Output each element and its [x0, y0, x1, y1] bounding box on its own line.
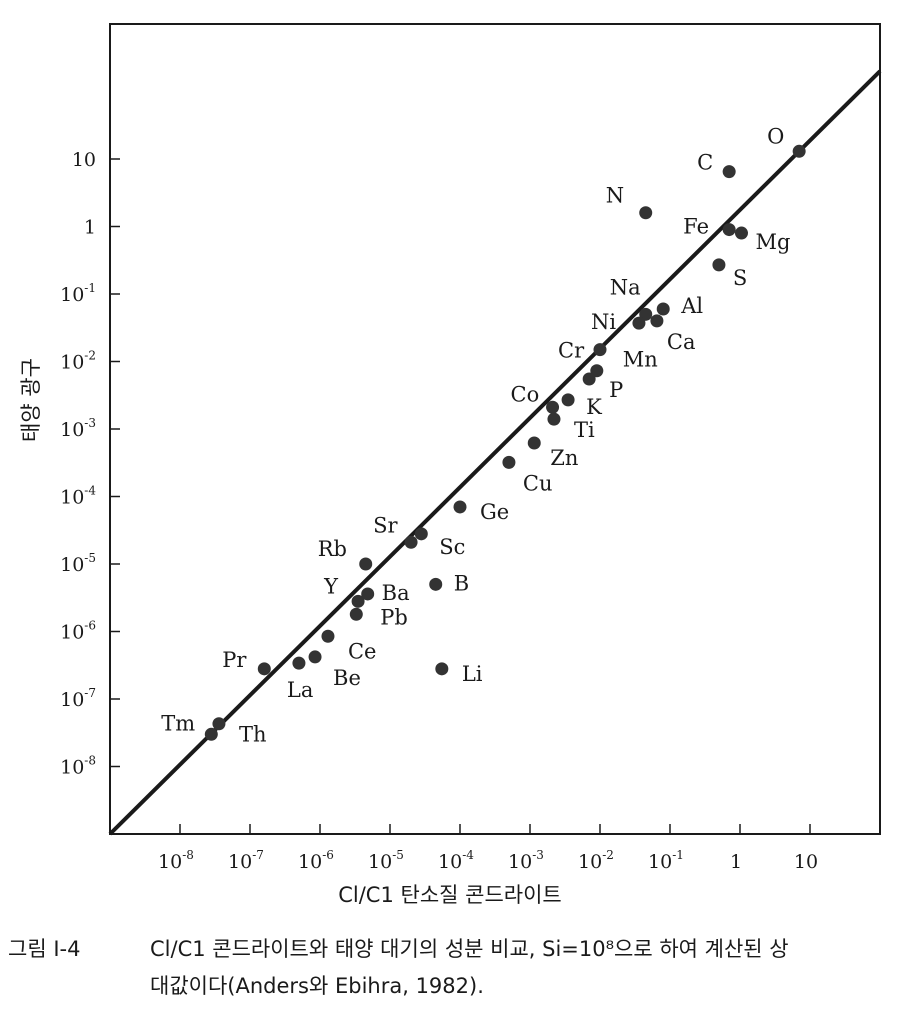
- point-pr: [257, 662, 271, 676]
- x-tick-label: 10-8: [158, 848, 194, 873]
- point-c: [722, 165, 736, 179]
- y-tick-label: 10-2: [60, 349, 96, 374]
- point-tm: [204, 727, 218, 741]
- point-label-al: Al: [680, 294, 703, 318]
- caption-text-line-2: 대값이다(Anders와 Ebihra, 1982).: [150, 974, 484, 998]
- point-fe: [722, 223, 736, 237]
- point-label-pb: Pb: [380, 605, 408, 629]
- point-p: [582, 372, 596, 386]
- point-label-mn: Mn: [623, 348, 658, 372]
- point-sr: [404, 535, 418, 549]
- point-label-ge: Ge: [480, 500, 509, 524]
- point-label-sc: Sc: [439, 535, 465, 559]
- point-label-o: O: [767, 124, 784, 148]
- point-ca: [650, 314, 664, 328]
- point-label-cr: Cr: [558, 339, 585, 363]
- point-label-li: Li: [462, 662, 483, 686]
- y-tick-label: 10-5: [60, 551, 96, 576]
- x-tick-label: 10-6: [298, 848, 334, 873]
- point-label-ce: Ce: [348, 639, 377, 663]
- x-tick-label: 1: [730, 851, 742, 873]
- y-tick-label: 10: [72, 149, 96, 171]
- point-label-be: Be: [333, 666, 361, 690]
- y-tick-label: 10-7: [60, 686, 96, 711]
- x-tick-label: 10-5: [368, 848, 404, 873]
- reference-line-group: [108, 69, 882, 836]
- point-label-pr: Pr: [222, 648, 247, 672]
- point-al: [656, 302, 670, 316]
- x-tick-label: 10: [794, 851, 818, 873]
- x-axis-label: Cl/C1 탄소질 콘드라이트: [338, 883, 562, 907]
- point-y: [351, 594, 365, 608]
- point-ce: [321, 629, 335, 643]
- point-label-b: B: [454, 571, 469, 595]
- point-be: [308, 650, 322, 664]
- y-tick-label: 1: [84, 217, 96, 239]
- x-tick-label: 10-2: [578, 848, 614, 873]
- x-tick-label: 10-3: [508, 848, 544, 873]
- caption-text-line-1: Cl/C1 콘드라이트와 태양 대기의 성분 비교, Si=10⁸으로 하여 계…: [150, 937, 789, 961]
- point-cr: [593, 343, 607, 357]
- point-label-p: P: [609, 378, 623, 402]
- y-tick-label: 10-8: [60, 754, 96, 779]
- x-tick-label: 10-7: [228, 848, 264, 873]
- point-label-s: S: [733, 266, 747, 290]
- point-co: [546, 400, 560, 414]
- point-label-ca: Ca: [667, 330, 696, 354]
- point-label-c: C: [697, 151, 713, 175]
- point-label-rb: Rb: [318, 537, 347, 561]
- point-label-sr: Sr: [373, 513, 398, 537]
- y-tick-label: 10-4: [60, 484, 96, 509]
- point-label-y: Y: [323, 574, 339, 598]
- x-axis-ticks: 10-8 10-7 10-6 10-5 10-4 10-3 10-2 10-1 1 10: [158, 824, 818, 873]
- point-k: [561, 393, 575, 407]
- point-label-la: La: [287, 678, 313, 702]
- point-pb: [349, 607, 363, 621]
- y-axis-label: 태양 광구: [19, 358, 43, 442]
- point-label-ba: Ba: [382, 581, 410, 605]
- y-axis-ticks: 10 1 10-1 10-2 10-3 10-4 10-5 10-6 10-7 10-8: [60, 149, 120, 779]
- y-tick-label: 10-3: [60, 416, 96, 441]
- point-sc: [414, 527, 428, 541]
- point-ti: [547, 412, 561, 426]
- x-tick-label: 10-4: [438, 848, 474, 873]
- point-na: [639, 307, 653, 321]
- point-label-co: Co: [511, 382, 540, 406]
- point-label-n: N: [606, 184, 624, 208]
- point-cu: [502, 455, 516, 469]
- point-label-ni: Ni: [591, 310, 616, 334]
- point-zn: [527, 436, 541, 450]
- point-label-na: Na: [610, 275, 641, 299]
- point-ni: [632, 316, 646, 330]
- point-label-tm: Tm: [161, 711, 195, 735]
- point-mn: [590, 364, 604, 378]
- y-tick-label: 10-1: [60, 281, 96, 306]
- point-mg: [734, 226, 748, 240]
- point-label-cu: Cu: [523, 471, 553, 495]
- point-ge: [453, 500, 467, 514]
- point-label-zn: Zn: [550, 446, 578, 470]
- point-ba: [361, 587, 375, 601]
- y-tick-label: 10-6: [60, 619, 96, 644]
- point-label-k: K: [586, 395, 602, 419]
- abundance-scatter-chart: 10-8 10-7 10-6 10-5 10-4 10-3 10-2 10-1 1 10 1011…: [19, 23, 882, 907]
- point-s: [712, 258, 726, 272]
- x-tick-label: 10-1: [648, 848, 684, 873]
- data-points: [204, 144, 806, 741]
- point-label-fe: Fe: [683, 215, 709, 239]
- reference-line: [108, 69, 882, 836]
- point-rb: [359, 557, 373, 571]
- point-label-mg: Mg: [755, 230, 790, 254]
- caption-label: 그림 I-4: [8, 937, 81, 961]
- point-la: [292, 656, 306, 670]
- point-li: [435, 662, 449, 676]
- point-b: [429, 577, 443, 591]
- point-o: [792, 144, 806, 158]
- plot-frame: [109, 23, 881, 835]
- point-label-ti: Ti: [574, 418, 595, 442]
- point-n: [639, 206, 653, 220]
- point-label-th: Th: [239, 723, 267, 747]
- point-th: [212, 717, 226, 731]
